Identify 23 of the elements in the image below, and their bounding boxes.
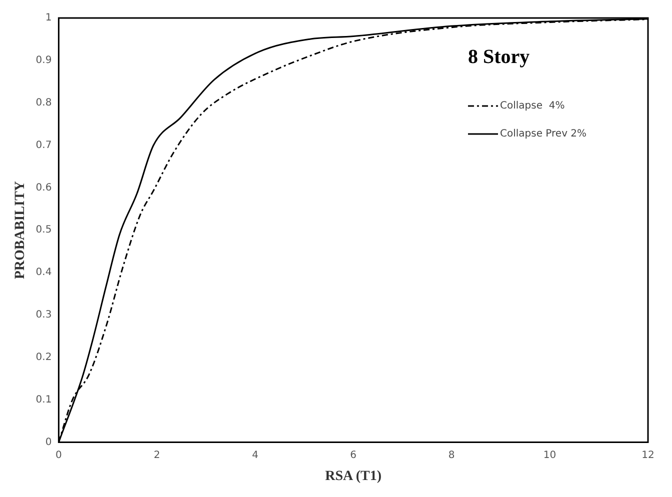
y-tick-label: 0.7 <box>36 140 52 151</box>
y-tick-label: 1 <box>45 12 52 24</box>
x-tick-label: 8 <box>448 450 455 461</box>
x-tick-label: 2 <box>154 450 160 461</box>
x-axis-title: RSA (T1) <box>325 469 382 484</box>
y-tick-label: 0.5 <box>36 224 52 236</box>
y-tick-label: 0.6 <box>36 182 52 194</box>
y-tick-label: 0.1 <box>36 394 52 406</box>
y-tick-label: 0.2 <box>36 352 52 363</box>
y-axis-title: PROBABILITY <box>13 181 28 280</box>
y-tick-label: 0.8 <box>36 97 52 108</box>
x-tick-label: 12 <box>642 450 654 461</box>
y-tick-label: 0.4 <box>36 267 52 278</box>
y-tick-label: 0.9 <box>36 55 52 66</box>
x-tick-label: 0 <box>56 450 62 461</box>
x-tick-label: 4 <box>252 450 258 461</box>
x-tick-label: 6 <box>350 450 357 461</box>
y-tick-label: 0.3 <box>36 310 52 321</box>
legend-label: Collapse Prev 2% <box>500 128 587 140</box>
y-tick-label: 0 <box>45 436 52 448</box>
legend-title: 8 Story <box>468 46 530 68</box>
x-tick-label: 10 <box>543 450 556 461</box>
legend-label: Collapse 4% <box>500 100 565 112</box>
